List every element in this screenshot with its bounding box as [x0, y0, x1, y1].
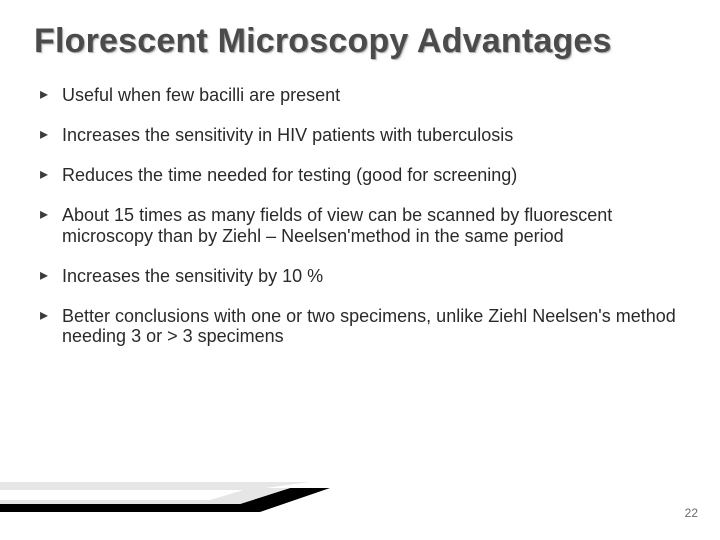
slide-container: Florescent Microscopy Advantages Useful … [0, 0, 720, 540]
list-item: Increases the sensitivity by 10 % [40, 266, 676, 286]
slide-title: Florescent Microscopy Advantages [34, 22, 686, 61]
list-item: Useful when few bacilli are present [40, 85, 676, 105]
list-item: Increases the sensitivity in HIV patient… [40, 125, 676, 145]
list-item: Better conclusions with one or two speci… [40, 306, 676, 346]
list-item: Reduces the time needed for testing (goo… [40, 165, 676, 185]
list-item: About 15 times as many fields of view ca… [40, 205, 676, 245]
page-number: 22 [685, 506, 698, 520]
footer-decoration-icon [0, 482, 340, 512]
bullet-list: Useful when few bacilli are present Incr… [34, 85, 686, 346]
